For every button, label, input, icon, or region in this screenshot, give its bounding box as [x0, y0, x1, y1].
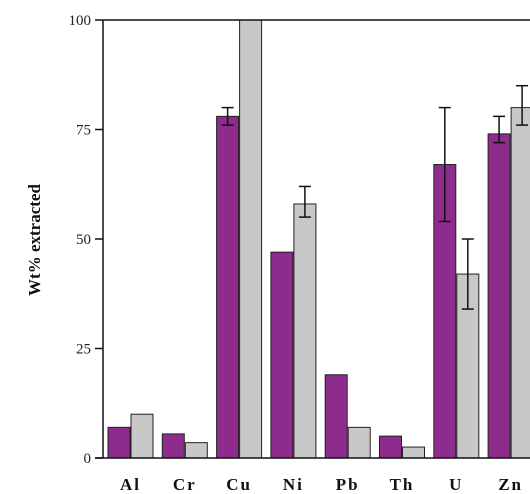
- x-tick-label-al: Al: [120, 475, 141, 494]
- bar-cu-series-1: [216, 115, 240, 459]
- y-tick-label: 75: [76, 123, 91, 139]
- bar-zn-series-2: [510, 107, 530, 459]
- bar-pb-series-1: [324, 374, 348, 459]
- x-tick-label-pb: Pb: [336, 475, 360, 494]
- x-tick-label-cu: Cu: [226, 475, 252, 494]
- bar-cu-series-2: [239, 19, 263, 459]
- bar-th-series-1: [379, 435, 402, 459]
- x-tick-label-th: Th: [390, 475, 415, 494]
- bar-zn-series-1: [487, 133, 511, 459]
- y-tick-label: 25: [76, 342, 91, 358]
- bar-th-series-2: [402, 446, 425, 459]
- x-tick-label-zn: Zn: [498, 475, 523, 494]
- error-bars: [221, 84, 529, 310]
- x-tick-label-ni: Ni: [283, 475, 304, 494]
- bar-cr-series-1: [161, 433, 185, 459]
- axes: [95, 19, 530, 459]
- bar-ni-series-1: [270, 251, 294, 459]
- bar-al-series-1: [107, 426, 131, 459]
- bar-pb-series-2: [347, 426, 371, 459]
- x-axis-labels: Al Cr Cu Ni Pb Th U Zn: [120, 475, 523, 494]
- bar-ni-series-2: [293, 203, 317, 459]
- y-tick-label: 50: [76, 232, 91, 248]
- x-tick-label-cr: Cr: [173, 475, 197, 494]
- x-tick-label-u: U: [449, 475, 463, 494]
- y-tick-label: 100: [69, 13, 92, 29]
- bar-cr-series-2: [184, 442, 208, 459]
- y-axis-title: Wt% extracted: [25, 184, 44, 296]
- y-axis-ticks: 0 25 50 75 100: [69, 13, 103, 467]
- y-tick-label: 0: [84, 451, 92, 467]
- bar-al-series-2: [130, 413, 154, 459]
